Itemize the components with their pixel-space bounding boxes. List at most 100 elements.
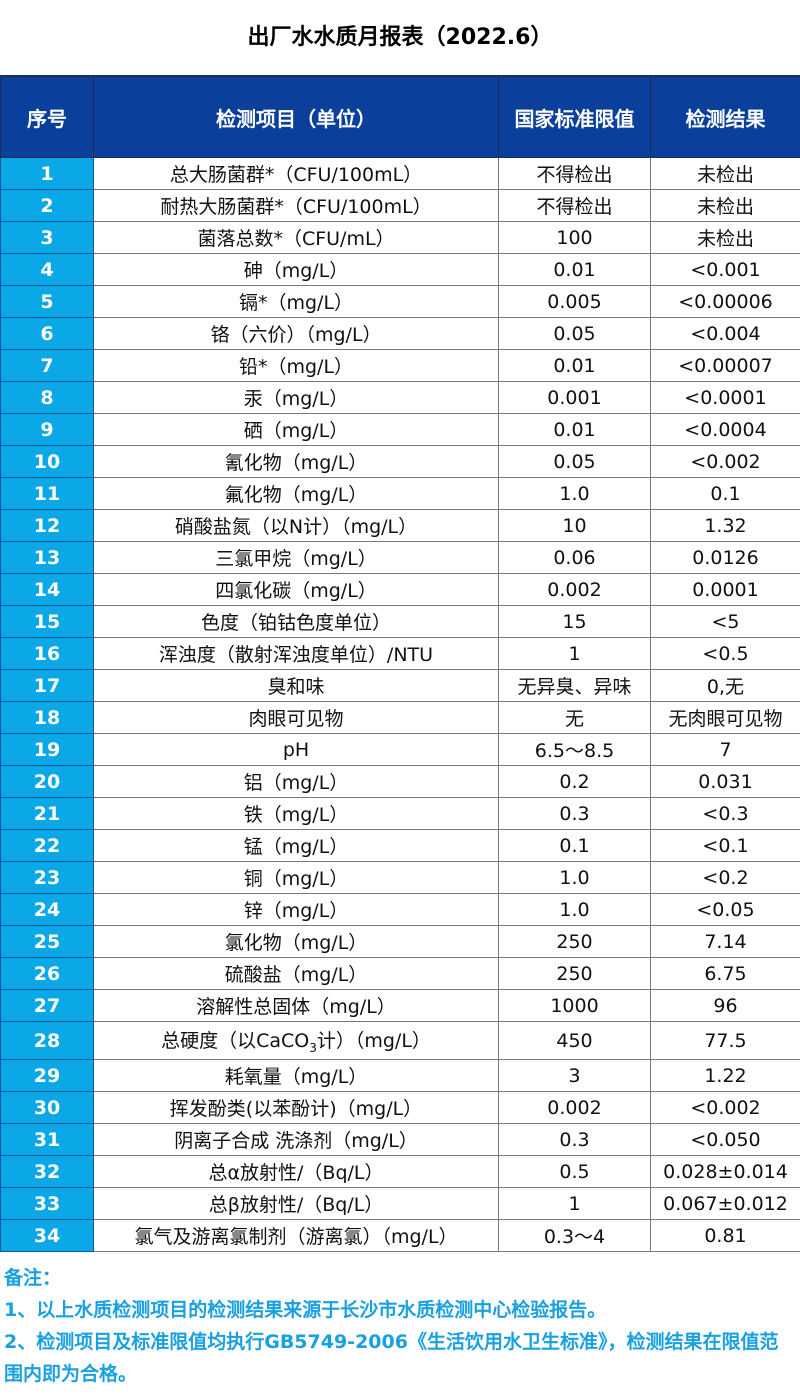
row-standard-limit: 0.2 [498,765,651,798]
row-standard-limit: 0.002 [498,1091,651,1124]
row-item: 氯气及游离氯制剂（游离氯）（mg/L） [93,1219,499,1252]
notes-heading: 备注： [4,1267,62,1289]
table-row: 28 总硬度（以CaCO3计）（mg/L） 450 77.5 [0,1021,800,1060]
table-row: 21 铁（mg/L） 0.3 <0.3 [0,797,800,830]
row-index: 1 [0,157,94,190]
table-row: 30 挥发酚类(以苯酚计)（mg/L） 0.002 <0.002 [0,1091,800,1124]
row-result: 0.031 [650,765,800,798]
row-item: 铬（六价）（mg/L） [93,317,499,350]
row-index: 6 [0,317,94,350]
table-header-row: 序号 检测项目（单位） 国家标准限值 检测结果 [0,75,800,158]
table-row: 32 总α放射性/（Bq/L） 0.5 0.028±0.014 [0,1155,800,1188]
row-result: 0.0001 [650,573,800,606]
row-index: 19 [0,733,94,766]
row-item: 氟化物（mg/L） [93,477,499,510]
table-row: 9 硒（mg/L） 0.01 <0.0004 [0,413,800,446]
row-item: 氯化物（mg/L） [93,925,499,958]
row-result: <0.002 [650,445,800,478]
row-result: <0.00007 [650,349,800,382]
row-index: 9 [0,413,94,446]
row-index: 26 [0,957,94,990]
table-row: 24 锌（mg/L） 1.0 <0.05 [0,893,800,926]
row-result: 0.067±0.012 [650,1187,800,1220]
row-index: 17 [0,669,94,702]
row-index: 4 [0,253,94,286]
row-item: pH [93,733,499,766]
row-standard-limit: 不得检出 [498,189,651,222]
table-row: 5 镉*（mg/L） 0.005 <0.00006 [0,285,800,318]
row-result: 0.028±0.014 [650,1155,800,1188]
row-index: 31 [0,1123,94,1156]
row-index: 13 [0,541,94,574]
table-row: 13 三氯甲烷（mg/L） 0.06 0.0126 [0,541,800,574]
row-index: 7 [0,349,94,382]
row-index: 33 [0,1187,94,1220]
row-result: 0.81 [650,1219,800,1252]
row-standard-limit: 450 [498,1021,651,1060]
table-row: 18 肉眼可见物无无肉眼可见物 [0,701,800,734]
row-index: 23 [0,861,94,894]
table-row: 22 锰（mg/L） 0.1 <0.1 [0,829,800,862]
row-standard-limit: 0.01 [498,253,651,286]
row-item: 阴离子合成 洗涤剂（mg/L） [93,1123,499,1156]
row-item: 色度（铂钴色度单位） [93,605,499,638]
row-result: <0.0001 [650,381,800,414]
table-row: 17 臭和味 无异臭、异味 0,无 [0,669,800,702]
row-index: 28 [0,1021,94,1060]
row-item: 镉*（mg/L） [93,285,499,318]
row-index: 11 [0,477,94,510]
row-item: 耐热大肠菌群*（CFU/100mL） [93,189,499,222]
row-item: 锰（mg/L） [93,829,499,862]
note-line: 1、以上水质检测项目的检测结果来源于长沙市水质检测中心检验报告。 [4,1299,607,1321]
item-text: 计）（mg/L） [316,1030,431,1053]
row-standard-limit: 1.0 [498,893,651,926]
row-standard-limit: 0.05 [498,445,651,478]
row-index: 27 [0,989,94,1022]
row-result: <0.05 [650,893,800,926]
table-row: 14 四氯化碳（mg/L） 0.002 0.0001 [0,573,800,606]
row-standard-limit: 6.5～8.5 [498,733,651,766]
row-result: 77.5 [650,1021,800,1060]
row-standard-limit: 无 [498,701,651,734]
table-row: 23 铜（mg/L） 1.0 <0.2 [0,861,800,894]
row-result: 6.75 [650,957,800,990]
row-standard-limit: 15 [498,605,651,638]
row-index: 5 [0,285,94,318]
row-item: 耗氧量（mg/L） [93,1059,499,1092]
row-standard-limit: 0.005 [498,285,651,318]
row-standard-limit: 0.3～4 [498,1219,651,1252]
table-row: 19 pH 6.5～8.5 7 [0,733,800,766]
row-index: 22 [0,829,94,862]
row-index: 2 [0,189,94,222]
item-text: 总硬度（以CaCO [161,1030,310,1053]
row-result: 0.1 [650,477,800,510]
row-index: 34 [0,1219,94,1252]
row-standard-limit: 0.1 [498,829,651,862]
row-item: 硝酸盐氮（以N计）（mg/L） [93,509,499,542]
row-result: <0.1 [650,829,800,862]
water-quality-table: 序号 检测项目（单位） 国家标准限值 检测结果 1 总大肠菌群*（CFU/100m… [0,75,800,1252]
row-result: 未检出 [650,189,800,222]
row-result: <0.050 [650,1123,800,1156]
table-row: 31 阴离子合成 洗涤剂（mg/L） 0.3 <0.050 [0,1123,800,1156]
row-standard-limit: 0.05 [498,317,651,350]
row-standard-limit: 0.3 [498,1123,651,1156]
row-result: <0.3 [650,797,800,830]
table-row: 33 总β放射性/（Bq/L） 1 0.067±0.012 [0,1187,800,1220]
row-result: 0.0126 [650,541,800,574]
subscript: 3 [309,1040,317,1055]
row-item: 浑浊度（散射浑浊度单位）/NTU [93,637,499,670]
row-index: 20 [0,765,94,798]
row-index: 21 [0,797,94,830]
table-row: 27 溶解性总固体（mg/L） 1000 96 [0,989,800,1022]
row-item: 肉眼可见物 [93,701,499,734]
row-result: 1.22 [650,1059,800,1092]
table-row: 8 汞（mg/L） 0.001 <0.0001 [0,381,800,414]
header-standard-limit: 国家标准限值 [498,75,651,158]
row-item: 臭和味 [93,669,499,702]
row-standard-limit: 0.001 [498,381,651,414]
row-index: 12 [0,509,94,542]
table-row: 10 氰化物（mg/L） 0.05 <0.002 [0,445,800,478]
row-standard-limit: 1 [498,637,651,670]
row-index: 10 [0,445,94,478]
